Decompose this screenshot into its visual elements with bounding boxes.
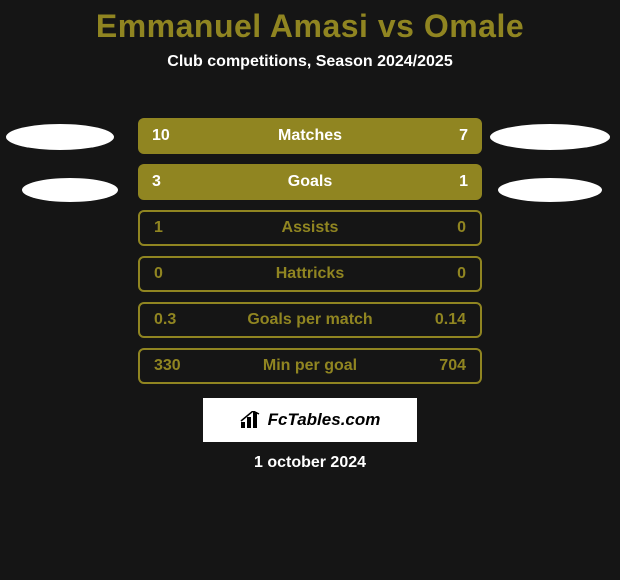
stat-right-value: 0 — [416, 219, 466, 237]
stat-left-value: 1 — [154, 219, 204, 237]
stat-left-value: 0 — [154, 265, 204, 283]
stat-label: Min per goal — [204, 357, 416, 375]
stat-label: Hattricks — [204, 265, 416, 283]
comparison-canvas: Emmanuel Amasi vs Omale Club competition… — [0, 0, 620, 580]
stat-row: 330Min per goal704 — [0, 348, 620, 394]
stat-right-value: 0 — [416, 265, 466, 283]
stat-right-value: 7 — [418, 127, 468, 145]
stat-label: Goals — [202, 173, 418, 191]
stat-left-value: 0.3 — [154, 311, 204, 329]
stat-bar: 0.3Goals per match0.14 — [138, 302, 482, 338]
stat-left-value: 10 — [152, 127, 202, 145]
stat-bar: 0Hattricks0 — [138, 256, 482, 292]
stat-row: 0Hattricks0 — [0, 256, 620, 302]
stat-bar: 1Assists0 — [138, 210, 482, 246]
page-title: Emmanuel Amasi vs Omale — [0, 0, 620, 45]
stat-label: Assists — [204, 219, 416, 237]
decorative-ellipse — [490, 124, 610, 150]
badge-text: FcTables.com — [268, 410, 381, 430]
decorative-ellipse — [498, 178, 602, 202]
stat-bar: 3Goals1 — [138, 164, 482, 200]
decorative-ellipse — [6, 124, 114, 150]
decorative-ellipse — [22, 178, 118, 202]
date-text: 1 october 2024 — [0, 454, 620, 472]
stat-label: Matches — [202, 127, 418, 145]
stat-left-value: 330 — [154, 357, 204, 375]
title-player1: Emmanuel Amasi — [96, 8, 369, 44]
stat-row: 1Assists0 — [0, 210, 620, 256]
stat-row: 0.3Goals per match0.14 — [0, 302, 620, 348]
title-vs: vs — [368, 8, 423, 44]
title-player2: Omale — [424, 8, 524, 44]
bars-icon — [240, 411, 262, 429]
stat-label: Goals per match — [204, 311, 416, 329]
stat-rows: 10Matches73Goals11Assists00Hattricks00.3… — [0, 118, 620, 394]
subtitle: Club competitions, Season 2024/2025 — [0, 53, 620, 71]
source-badge: FcTables.com — [203, 398, 417, 442]
stat-right-value: 704 — [416, 357, 466, 375]
stat-bar: 10Matches7 — [138, 118, 482, 154]
stat-right-value: 0.14 — [416, 311, 466, 329]
stat-right-value: 1 — [418, 173, 468, 191]
stat-left-value: 3 — [152, 173, 202, 191]
stat-bar: 330Min per goal704 — [138, 348, 482, 384]
